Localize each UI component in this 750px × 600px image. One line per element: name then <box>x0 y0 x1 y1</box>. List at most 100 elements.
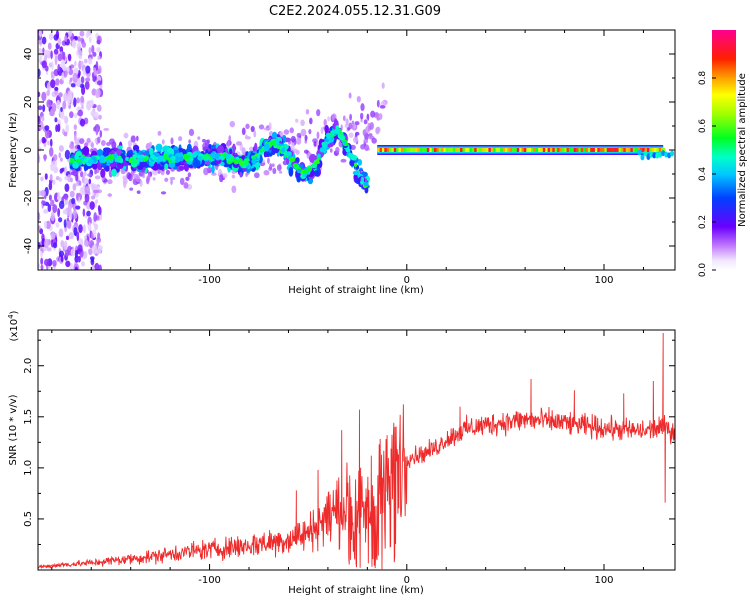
heatmap-trend-core <box>210 152 216 159</box>
heatmap-strong-line-layer <box>377 145 675 161</box>
heatmap-trend-core <box>145 155 149 161</box>
heatmap-noise-blob <box>79 83 85 88</box>
heatmap-speckle <box>351 120 355 125</box>
heatmap-speckle <box>123 132 129 139</box>
heatmap-noise-blob <box>38 30 42 38</box>
heatmap-speckle <box>304 134 308 141</box>
heatmap-y-tick-label: -20 <box>23 190 34 206</box>
heatmap-noise-blob <box>67 97 71 107</box>
heatmap-trend-core <box>325 132 331 139</box>
strong-line-cell <box>493 148 498 152</box>
heatmap-noise-blob <box>66 219 72 229</box>
strong-line-cell <box>445 148 450 152</box>
strong-line-cell <box>571 148 576 152</box>
heatmap-trend-core <box>239 160 244 166</box>
heatmap-speckle <box>290 142 295 150</box>
heatmap-trend-core <box>99 158 105 164</box>
heatmap-trend-core <box>306 165 313 169</box>
heatmap-noise-blob <box>91 195 96 200</box>
heatmap-trend-core <box>157 155 164 162</box>
heatmap-noise-blob <box>85 77 91 82</box>
strong-line-cell <box>654 148 659 152</box>
strong-line-cell <box>564 148 569 152</box>
strong-line-cell <box>441 148 446 152</box>
colorbar-tick-label: 0.2 <box>698 215 708 229</box>
heatmap-trend-core <box>225 153 231 160</box>
heatmap-x-ticks: -100 0 100 <box>51 30 644 286</box>
heatmap-trend-blob <box>239 171 243 178</box>
heatmap-noise-blob <box>97 245 102 254</box>
heatmap-speckle <box>279 170 283 174</box>
heatmap-noise-blob <box>58 250 65 258</box>
heatmap-noise-blob <box>85 32 90 39</box>
strong-line-cell <box>483 148 488 152</box>
heatmap-noise-blob <box>44 125 50 131</box>
strong-line-tail <box>637 149 642 156</box>
strong-line-cell <box>526 148 531 152</box>
heatmap-noise-blob <box>96 80 103 86</box>
heatmap-speckle <box>289 127 294 134</box>
heatmap-trend-blob <box>267 150 273 157</box>
heatmap-trend-blob <box>178 165 185 171</box>
strong-line-cell <box>557 148 562 152</box>
heatmap-speckle <box>219 174 224 183</box>
heatmap-noise-blob <box>60 106 63 113</box>
strong-line-cell <box>599 148 604 152</box>
heatmap-noise-blob <box>83 235 87 240</box>
strong-line-cell <box>400 148 405 152</box>
heatmap-trend-core <box>178 155 184 162</box>
heatmap-noise-blob <box>38 225 41 231</box>
heatmap-noise-blob <box>99 129 103 138</box>
heatmap-trend-blob <box>82 146 90 156</box>
colorbar-label: Normalized spectral amplitude <box>737 73 748 227</box>
strong-line-cell <box>486 148 491 152</box>
heatmap-noise-blob <box>73 124 78 130</box>
strong-line-cell <box>590 148 595 152</box>
strong-line-cell <box>623 148 628 152</box>
heatmap-noise-blob <box>86 137 91 143</box>
heatmap-trend-blob <box>271 131 278 139</box>
strong-line-cell <box>566 148 571 152</box>
heatmap-speckle <box>335 146 340 154</box>
heatmap-noise-blob <box>45 220 51 230</box>
strong-line-cell <box>620 148 625 152</box>
heatmap-noise-blob <box>52 102 57 113</box>
heatmap-trend-core <box>256 153 260 159</box>
snr-x-ticks: -100 0 100 <box>51 330 644 586</box>
heatmap-noise-blob <box>57 217 63 223</box>
strong-line-cell <box>424 148 429 152</box>
heatmap-speckle <box>360 144 366 150</box>
strong-line-cell <box>625 148 630 152</box>
heatmap-speckle <box>267 157 270 164</box>
snr-x-tick-label: 100 <box>594 575 613 586</box>
snr-panel: -100 0 100 0.5 1.0 1.5 2.0 Height of straight… <box>7 310 676 596</box>
snr-y-ticks: 0.5 1.0 1.5 2.0 <box>23 339 675 545</box>
strong-line-cell <box>490 148 495 152</box>
heatmap-noise-blob <box>42 138 47 143</box>
heatmap-speckle <box>133 173 139 180</box>
heatmap-noise-blob <box>62 100 67 110</box>
heatmap-speckle <box>316 131 320 140</box>
heatmap-speckle <box>160 191 167 195</box>
heatmap-noise-blob <box>64 116 69 125</box>
heatmap-noise-blob <box>59 168 63 174</box>
heatmap-noise-blob <box>40 257 44 265</box>
heatmap-speckle <box>139 179 143 187</box>
strong-line-cell <box>412 148 417 152</box>
heatmap-noise-blob <box>77 244 83 253</box>
strong-line-cell <box>505 148 510 152</box>
heatmap-noise-blob <box>38 47 42 53</box>
heatmap-speckle <box>130 135 136 143</box>
heatmap-noise-blob <box>72 72 78 83</box>
heatmap-noise-blob <box>83 58 88 64</box>
heatmap-noise-blob <box>93 212 98 222</box>
snr-frame <box>37 329 676 571</box>
heatmap-trend-core <box>353 162 358 167</box>
heatmap-noise-blob <box>55 222 60 228</box>
heatmap-speckle <box>245 134 248 139</box>
heatmap-speckle <box>229 120 235 128</box>
strong-line-cell <box>528 148 533 152</box>
colorbar: 0.0 0.2 0.4 0.6 0.8 Normalized spectral ampl… <box>698 30 748 277</box>
heatmap-trend-core <box>69 157 74 164</box>
heatmap-speckle <box>170 179 173 186</box>
